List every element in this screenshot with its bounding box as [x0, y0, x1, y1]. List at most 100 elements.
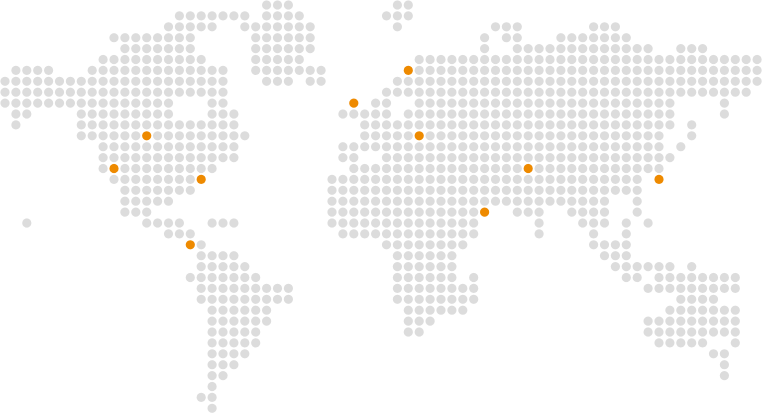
land-dot [534, 131, 544, 141]
land-dot [698, 54, 708, 65]
land-dot [65, 87, 75, 97]
location-marker[interactable] [654, 174, 664, 184]
land-dot [730, 76, 740, 86]
land-dot [436, 185, 446, 195]
land-dot [698, 44, 708, 54]
land-dot [174, 44, 184, 54]
land-dot [131, 76, 141, 86]
land-dot [447, 305, 457, 315]
land-dot [142, 185, 152, 195]
land-dot [545, 98, 555, 108]
location-marker[interactable] [403, 65, 413, 75]
land-dot [436, 163, 446, 174]
land-dot [98, 65, 108, 75]
land-dot [490, 87, 501, 97]
land-dot [381, 185, 392, 195]
land-dot [436, 142, 446, 152]
land-dot [262, 305, 272, 315]
land-dot [120, 196, 130, 206]
land-dot [371, 229, 381, 239]
land-dot [730, 65, 740, 75]
land-dot [163, 22, 174, 32]
land-dot [687, 272, 697, 283]
land-dot [251, 54, 261, 65]
land-dot [131, 87, 141, 97]
land-dot [131, 196, 141, 206]
land-dot [556, 44, 566, 54]
land-dot [229, 305, 239, 315]
land-dot [556, 174, 566, 184]
land-dot [327, 196, 337, 206]
location-marker[interactable] [523, 163, 533, 174]
land-dot [392, 229, 402, 239]
land-dot [632, 174, 642, 184]
land-dot [218, 283, 228, 293]
land-dot [207, 316, 217, 326]
land-dot [207, 338, 217, 348]
land-dot [349, 142, 359, 152]
land-dot [251, 316, 261, 326]
land-dot [610, 87, 621, 97]
land-dot [458, 207, 468, 217]
land-dot [33, 76, 43, 86]
land-dot [501, 22, 511, 32]
land-dot [207, 142, 217, 152]
land-dot [643, 283, 653, 293]
land-dot [654, 120, 664, 130]
land-dot [643, 87, 653, 97]
land-dot [87, 98, 97, 108]
land-dot [120, 142, 130, 152]
land-dot [360, 174, 370, 184]
land-dot [523, 65, 533, 75]
location-marker[interactable] [349, 98, 359, 108]
location-marker[interactable] [142, 131, 152, 141]
land-dot [153, 98, 163, 108]
land-dot [44, 87, 54, 97]
land-dot [545, 163, 555, 174]
land-dot [436, 120, 446, 130]
land-dot [447, 185, 457, 195]
land-dot [741, 87, 751, 97]
land-dot [599, 54, 610, 65]
land-dot [698, 338, 708, 348]
location-marker[interactable] [196, 174, 206, 184]
land-dot [251, 22, 261, 32]
land-dot [163, 54, 174, 65]
land-dot [240, 283, 250, 293]
land-dot [589, 163, 599, 174]
land-dot [567, 174, 577, 184]
land-dot [436, 272, 446, 283]
land-dot [272, 11, 283, 21]
land-dot [338, 218, 348, 228]
land-dot [163, 120, 174, 130]
land-dot [414, 240, 424, 250]
land-dot [687, 54, 697, 65]
location-marker[interactable] [480, 207, 490, 217]
location-marker[interactable] [414, 131, 424, 141]
land-dot [436, 240, 446, 250]
land-dot [643, 218, 653, 228]
location-marker[interactable] [185, 240, 195, 250]
land-dot [578, 98, 588, 108]
land-dot [501, 185, 511, 195]
land-dot [490, 142, 501, 152]
location-marker[interactable] [109, 163, 119, 174]
land-dot [163, 142, 174, 152]
land-dot [458, 185, 468, 195]
land-dot [425, 272, 435, 283]
land-dot [469, 185, 479, 195]
land-dot [131, 98, 141, 108]
land-dot [589, 98, 599, 108]
land-dot [218, 316, 228, 326]
land-dot [218, 360, 228, 370]
land-dot [142, 44, 152, 54]
land-dot [207, 65, 217, 75]
land-dot [218, 65, 228, 75]
land-dot [109, 131, 119, 141]
land-dot [338, 174, 348, 184]
land-dot [163, 33, 174, 43]
land-dot [687, 262, 697, 272]
land-dot [371, 98, 381, 108]
land-dot [142, 109, 152, 119]
land-dot [687, 283, 697, 293]
